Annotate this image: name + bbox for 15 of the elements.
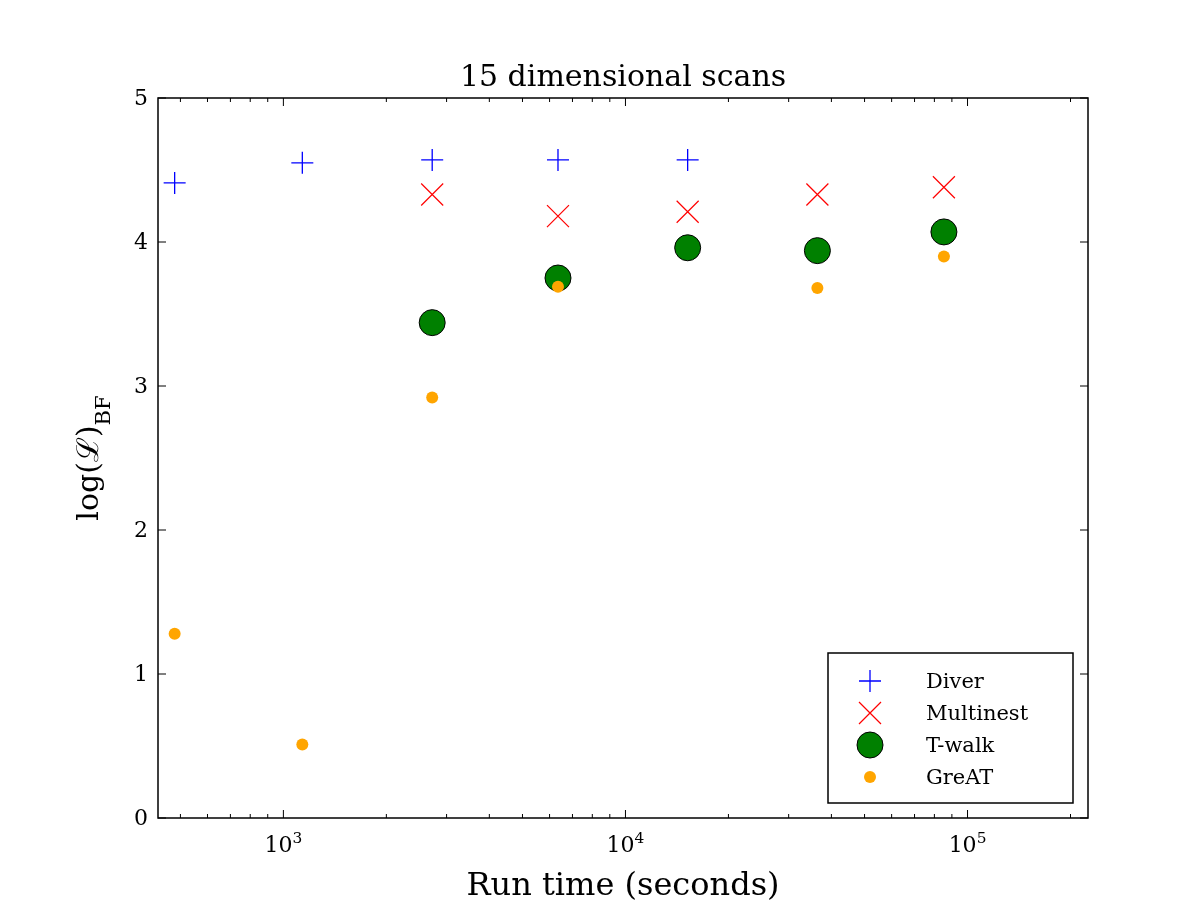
y-tick-label: 1 <box>134 661 148 686</box>
x-axis-title: Run time (seconds) <box>466 865 780 900</box>
y-tick-label: 3 <box>134 373 148 398</box>
chart-title: 15 dimensional scans <box>459 58 787 93</box>
y-tick-label: 5 <box>134 85 148 110</box>
legend-label: T-walk <box>926 733 995 757</box>
legend-label: Multinest <box>926 701 1029 725</box>
y-tick-label: 4 <box>134 229 148 254</box>
x-tick-label: 10$^{5}$ <box>948 829 987 857</box>
legend-label: GreAT <box>926 765 994 789</box>
x-tick-label: 10$^{4}$ <box>606 829 645 857</box>
y-tick-label: 0 <box>134 805 148 830</box>
x-tick-label: 10$^{3}$ <box>264 829 303 857</box>
legend-label: Diver <box>926 669 985 693</box>
y-tick-label: 2 <box>134 517 148 542</box>
